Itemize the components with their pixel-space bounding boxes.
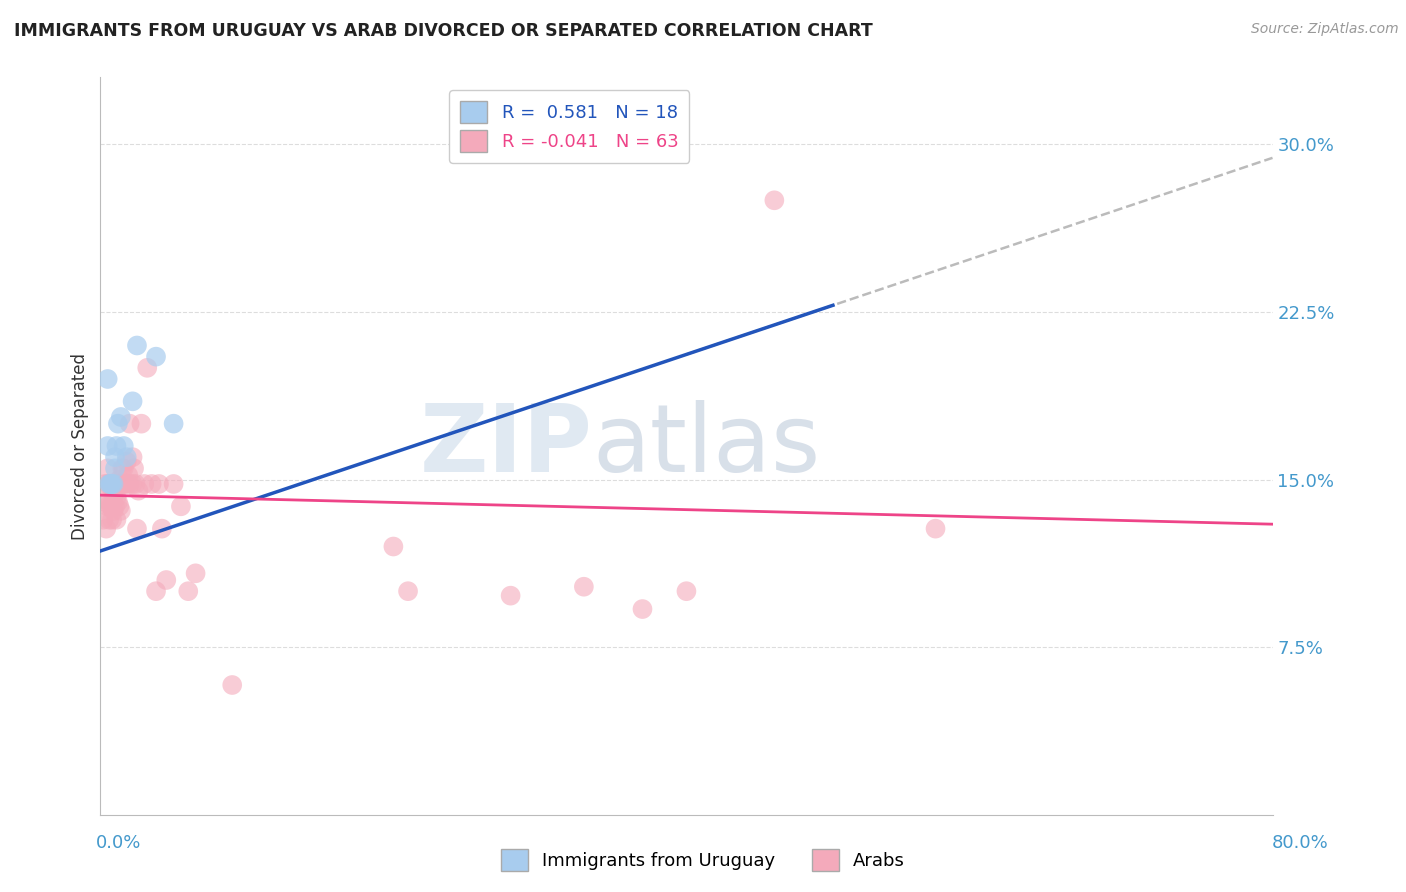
Point	[121, 394, 143, 409]
Point	[98, 477, 121, 491]
Point	[105, 513, 128, 527]
Point	[136, 360, 159, 375]
Point	[221, 678, 243, 692]
Point	[108, 500, 131, 514]
Point	[382, 540, 405, 554]
Legend: Immigrants from Uruguay, Arabs: Immigrants from Uruguay, Arabs	[494, 842, 912, 879]
Point	[107, 495, 129, 509]
Point	[924, 522, 946, 536]
Point	[145, 584, 167, 599]
Point	[162, 477, 184, 491]
Point	[103, 504, 125, 518]
Point	[124, 477, 146, 491]
Text: 0.0%: 0.0%	[96, 834, 141, 852]
Point	[125, 338, 148, 352]
Point	[117, 468, 139, 483]
Point	[118, 477, 141, 491]
Point	[115, 455, 138, 469]
Y-axis label: Divorced or Separated: Divorced or Separated	[72, 352, 89, 540]
Point	[108, 473, 131, 487]
Point	[141, 477, 163, 491]
Point	[96, 522, 118, 536]
Text: ZIP: ZIP	[420, 400, 593, 492]
Point	[121, 450, 143, 465]
Point	[98, 495, 121, 509]
Point	[105, 439, 128, 453]
Point	[631, 602, 654, 616]
Point	[148, 477, 170, 491]
Point	[155, 573, 177, 587]
Point	[98, 513, 121, 527]
Point	[103, 491, 125, 505]
Point	[104, 500, 127, 514]
Point	[107, 477, 129, 491]
Point	[100, 477, 122, 491]
Point	[104, 477, 127, 491]
Point	[162, 417, 184, 431]
Point	[97, 372, 120, 386]
Point	[100, 477, 122, 491]
Point	[131, 417, 153, 431]
Point	[675, 584, 697, 599]
Point	[100, 500, 122, 514]
Point	[103, 477, 125, 491]
Point	[93, 477, 115, 491]
Point	[396, 584, 419, 599]
Point	[97, 500, 120, 514]
Point	[112, 477, 135, 491]
Point	[104, 450, 127, 465]
Point	[91, 513, 114, 527]
Point	[101, 477, 124, 491]
Point	[114, 477, 136, 491]
Point	[134, 477, 156, 491]
Point	[111, 461, 134, 475]
Point	[101, 500, 124, 514]
Point	[97, 461, 120, 475]
Point	[110, 504, 132, 518]
Point	[127, 483, 149, 498]
Point	[121, 477, 143, 491]
Point	[118, 417, 141, 431]
Point	[112, 439, 135, 453]
Point	[93, 495, 115, 509]
Point	[122, 461, 145, 475]
Point	[101, 513, 124, 527]
Text: IMMIGRANTS FROM URUGUAY VS ARAB DIVORCED OR SEPARATED CORRELATION CHART: IMMIGRANTS FROM URUGUAY VS ARAB DIVORCED…	[14, 22, 873, 40]
Point	[97, 477, 120, 491]
Point	[145, 350, 167, 364]
Point	[115, 450, 138, 465]
Point	[110, 477, 132, 491]
Point	[184, 566, 207, 581]
Point	[572, 580, 595, 594]
Legend: R =  0.581   N = 18, R = -0.041   N = 63: R = 0.581 N = 18, R = -0.041 N = 63	[450, 90, 689, 163]
Point	[125, 522, 148, 536]
Point	[105, 491, 128, 505]
Point	[112, 461, 135, 475]
Point	[101, 477, 124, 491]
Point	[170, 500, 193, 514]
Text: 80.0%: 80.0%	[1272, 834, 1329, 852]
Point	[150, 522, 173, 536]
Point	[763, 194, 786, 208]
Point	[499, 589, 522, 603]
Point	[177, 584, 200, 599]
Point	[107, 417, 129, 431]
Point	[97, 439, 120, 453]
Point	[100, 477, 122, 491]
Point	[104, 461, 127, 475]
Text: Source: ZipAtlas.com: Source: ZipAtlas.com	[1251, 22, 1399, 37]
Point	[110, 409, 132, 424]
Point	[115, 477, 138, 491]
Text: atlas: atlas	[593, 400, 821, 492]
Point	[111, 477, 134, 491]
